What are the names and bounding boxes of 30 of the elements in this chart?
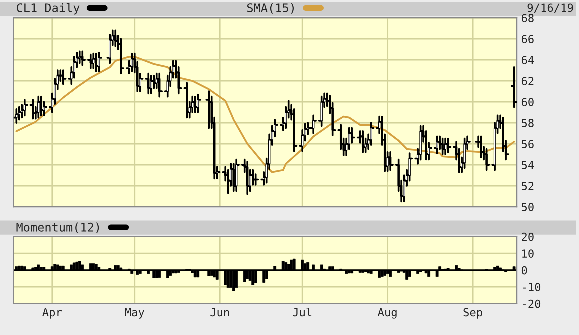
candlestick [148,74,155,95]
y-tick-label: 58 [522,119,534,128]
line-series [16,56,516,174]
x-tick-label: Jun [210,308,230,317]
y-tick-label: 50 [522,203,534,212]
legend-label: Momentum(12) [16,222,100,234]
x-tick-label: Sep [464,308,482,319]
legend-label: CL1 Daily [17,3,80,15]
y-tick-label: 54 [522,161,534,170]
x-tick-label: Jul [293,308,312,317]
y-tick-label: 66 [522,35,534,44]
x-tick-label: Apr [42,308,62,319]
y-tick-label: 64 [522,56,534,64]
y-tick-label: 52 [522,182,534,190]
y-tick-label: 20 [522,232,534,242]
text: 9/16/19 [528,4,574,14]
x-tick-label: May [125,308,144,319]
candlestick [510,66,518,108]
y-tick-label: 62 [522,77,534,86]
y-tick-label: -20 [523,300,541,308]
y-tick-label: 56 [522,140,534,148]
y-tick-label: -10 [523,283,541,292]
y-tick-label: 0 [522,266,528,275]
y-tick-label: 60 [522,98,534,106]
legend-label: SMA(15) [247,3,294,14]
y-tick-label: 10 [522,250,534,258]
candlestick [184,82,190,119]
x-tick-label: Aug [378,308,397,319]
candlestick [106,34,114,64]
y-tick-label: 68 [522,14,534,22]
